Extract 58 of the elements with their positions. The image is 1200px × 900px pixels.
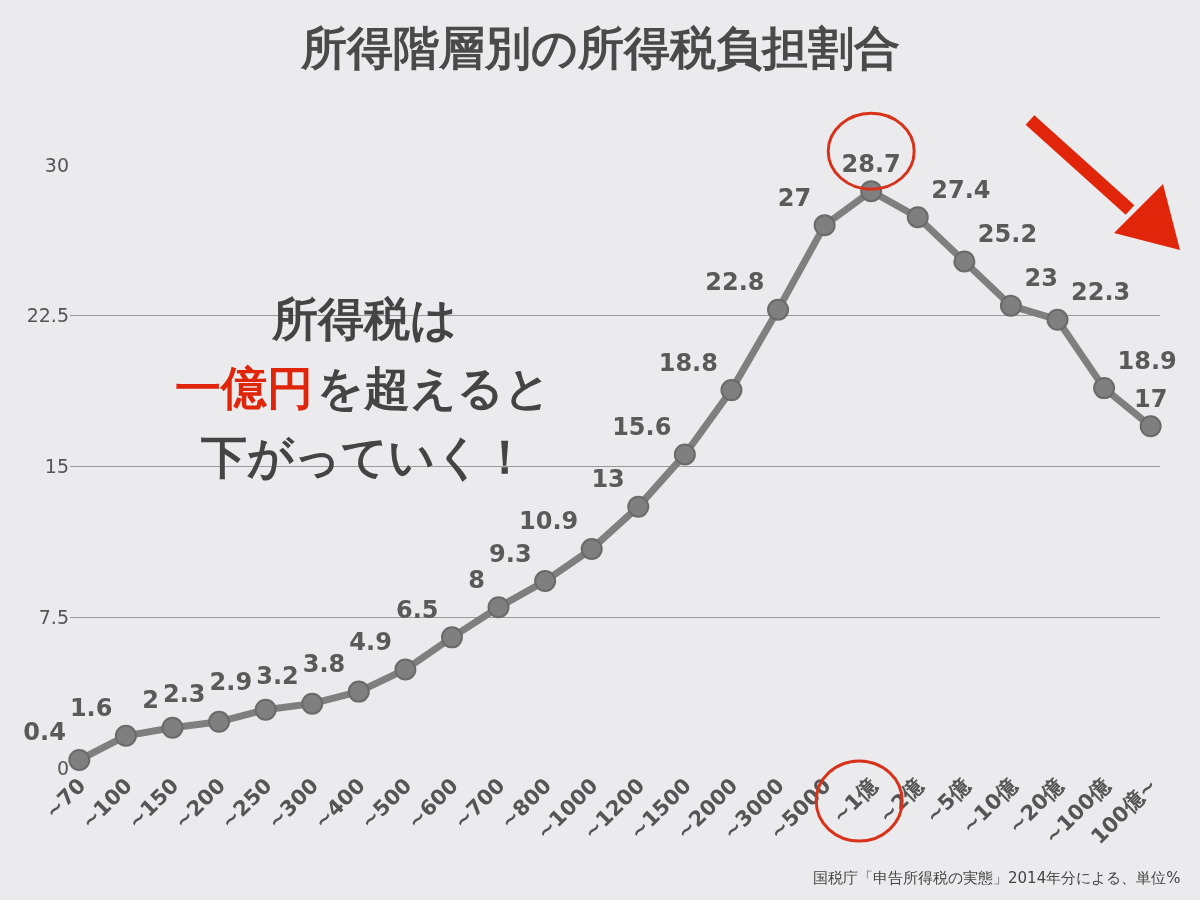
y-tick-label: 7.5 [38, 605, 69, 628]
data-label: 2.9 [209, 668, 253, 697]
data-label: 4.9 [349, 628, 392, 657]
y-tick-label: 30 [44, 153, 69, 176]
point [301, 692, 324, 715]
point [114, 724, 137, 747]
data-label: 3.8 [302, 650, 346, 679]
data-label: 17 [1133, 384, 1168, 413]
y-tick-label: 0 [56, 756, 69, 779]
data-label: 25.2 [977, 219, 1038, 248]
data-label: 9.3 [489, 539, 532, 568]
text: 国税庁「申告所得税の実態」2014年分による、単位% [813, 869, 1181, 887]
data-label: 8 [468, 565, 486, 594]
point [627, 495, 650, 518]
data-label: 2.3 [163, 680, 206, 709]
point [673, 443, 696, 466]
point [767, 298, 790, 321]
point [1093, 377, 1116, 400]
data-label: 3.2 [256, 662, 299, 691]
data-label: 22.3 [1071, 278, 1131, 307]
data-label: 1.6 [69, 694, 113, 723]
point [254, 698, 277, 721]
point [347, 680, 370, 703]
data-label: 0.4 [23, 718, 66, 747]
data-label: 22.8 [705, 268, 765, 297]
point [208, 710, 231, 733]
data-label: 13 [591, 465, 625, 494]
data-label: 28.7 [841, 149, 901, 178]
annotation: 所得税は [271, 292, 457, 346]
annotation: を超えると [317, 361, 551, 415]
point [394, 658, 417, 681]
y-tick-label: 22.5 [26, 304, 69, 327]
point [906, 206, 929, 229]
point [580, 537, 603, 560]
data-label: 18.9 [1117, 346, 1177, 375]
data-label: 15.6 [612, 412, 672, 441]
data-label: 10.9 [518, 507, 579, 536]
point [1139, 415, 1162, 438]
point [999, 294, 1022, 317]
point [487, 596, 510, 619]
data-label: 18.8 [658, 348, 718, 377]
chart-title: 所得階層別の所得税負担割合 [299, 20, 900, 75]
point [953, 250, 976, 273]
point [1046, 308, 1069, 331]
data-label: 23 [1024, 264, 1058, 293]
point [720, 379, 743, 402]
data-label: 2 [142, 686, 159, 715]
annotation: 下がっていく！ [201, 430, 528, 484]
point [440, 626, 463, 649]
point [68, 748, 91, 771]
data-label: 6.5 [395, 595, 439, 624]
annotation: 一億円 [175, 361, 313, 415]
point [534, 570, 557, 593]
data-label: 27 [777, 183, 812, 212]
point [161, 716, 184, 739]
y-tick-label: 15 [44, 455, 69, 478]
point [813, 214, 836, 237]
data-label: 27.4 [931, 175, 991, 204]
